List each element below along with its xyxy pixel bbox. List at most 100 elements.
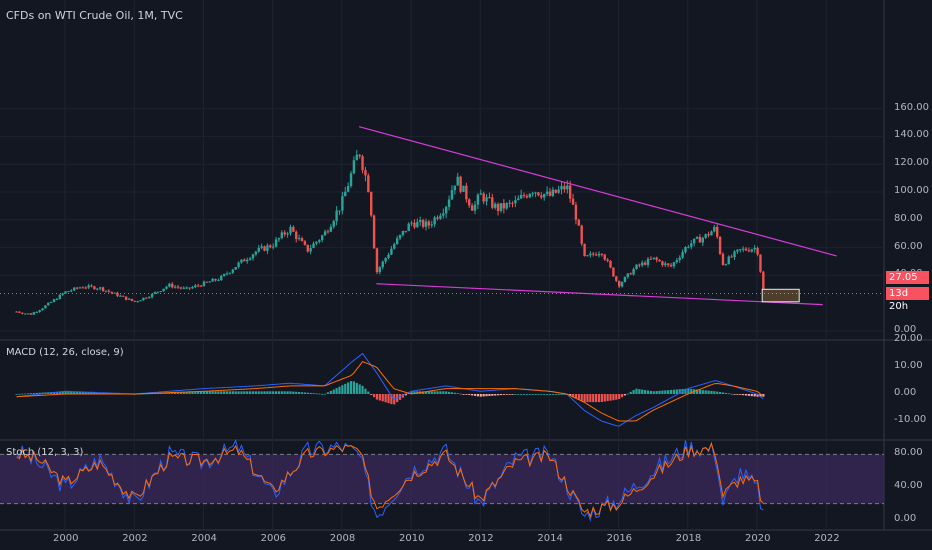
macd-histogram-bar [329, 390, 332, 394]
candle-body [124, 296, 128, 300]
macd-histogram-bar [61, 391, 64, 394]
macd-histogram-bar [479, 394, 482, 397]
candle-body [678, 257, 681, 261]
candle-body [104, 290, 108, 292]
macd-histogram-bar [721, 392, 725, 394]
macd-histogram-bar [595, 394, 598, 403]
candle-body [136, 301, 139, 303]
candle-body [352, 160, 356, 174]
candle-body [444, 206, 448, 214]
candle-body [147, 297, 151, 299]
candle-body [240, 259, 243, 263]
candle-body [511, 202, 514, 204]
macd-histogram-bar [476, 394, 479, 397]
macd-histogram-bar [225, 391, 229, 394]
macd-histogram-bar [387, 394, 390, 404]
candle-body [424, 221, 428, 227]
candle-body [323, 231, 327, 236]
candle-body [145, 297, 148, 299]
candle-body [251, 254, 255, 259]
candle-body [211, 278, 214, 282]
candle-body [93, 286, 96, 290]
candle-body [690, 243, 693, 247]
candle-body [280, 232, 284, 239]
macd-histogram-bar [231, 391, 234, 394]
candle-body [70, 290, 73, 292]
macd-histogram-bar [162, 392, 165, 394]
candle-body [730, 256, 733, 258]
price-tick-label: 100.00 [894, 185, 929, 196]
macd-histogram-bar [197, 391, 200, 394]
candle-body [750, 249, 754, 252]
candle-body [26, 313, 30, 315]
macd-histogram-bar [32, 393, 35, 394]
macd-histogram-bar [249, 391, 252, 394]
macd-histogram-bar [323, 393, 327, 395]
macd-histogram-bar [442, 391, 445, 394]
candle-body [736, 249, 739, 252]
candle-body [753, 247, 756, 250]
candle-body [416, 221, 419, 228]
macd-histogram-bar [165, 392, 168, 394]
macd-histogram-bar [38, 392, 41, 394]
macd-histogram-bar [456, 393, 459, 394]
macd-histogram-bar [658, 390, 661, 394]
macd-histogram-bar [592, 394, 595, 403]
candle-body [49, 301, 53, 303]
macd-tick-label: 10.00 [894, 360, 923, 371]
macd-histogram-bar [205, 391, 208, 394]
candle-body [375, 248, 379, 273]
macd-histogram-bar [347, 382, 350, 394]
macd-histogram-bar [99, 392, 102, 394]
candle-body [133, 300, 136, 302]
candle-body [274, 239, 278, 247]
candle-body [413, 222, 416, 228]
stoch-tick-label: 0.00 [894, 513, 917, 524]
macd-histogram-bar [104, 392, 108, 394]
stoch-label[interactable]: Stoch (12, 3, 3) [6, 447, 84, 458]
macd-histogram-bar [81, 391, 84, 394]
macd-histogram-bar [378, 394, 381, 401]
candle-body [122, 295, 125, 297]
candle-body [577, 219, 581, 226]
candle-body [98, 287, 102, 289]
candle-body [554, 189, 557, 193]
macd-histogram-bar [358, 384, 361, 394]
candle-body [21, 312, 24, 314]
macd-histogram-bar [753, 394, 756, 397]
macd-histogram-bar [24, 393, 27, 395]
macd-histogram-bar [589, 394, 592, 403]
macd-histogram-bar [384, 394, 387, 403]
macd-histogram-bar [427, 391, 430, 394]
candle-body [747, 250, 751, 252]
candle-body [29, 313, 33, 315]
macd-histogram-bar [672, 389, 676, 394]
candle-body [35, 312, 38, 314]
candle-body [681, 252, 684, 258]
candle-body [165, 286, 168, 289]
candle-body [139, 300, 142, 302]
macd-histogram-bar [468, 394, 471, 395]
macd-histogram-bar [718, 392, 722, 394]
macd-histogram-bar [453, 392, 456, 394]
macd-histogram-bar [67, 391, 70, 394]
candle-body [543, 193, 546, 198]
candle-body [401, 230, 405, 235]
candle-body [199, 285, 203, 287]
macd-histogram-bar [303, 392, 306, 394]
candle-body [661, 261, 664, 266]
candle-body [150, 293, 154, 298]
candle-body [476, 194, 480, 205]
candle-body [410, 222, 413, 224]
macd-label[interactable]: MACD (12, 26, close, 9) [6, 347, 124, 358]
candle-body [606, 259, 609, 261]
macd-histogram-bar [742, 394, 745, 396]
macd-histogram-bar [430, 391, 433, 394]
candle-body [632, 269, 635, 275]
candle-body [179, 287, 183, 289]
macd-histogram-bar [450, 392, 454, 394]
macd-histogram-bar [528, 394, 531, 395]
macd-histogram-bar [272, 391, 275, 394]
macd-histogram-bar [618, 394, 621, 400]
